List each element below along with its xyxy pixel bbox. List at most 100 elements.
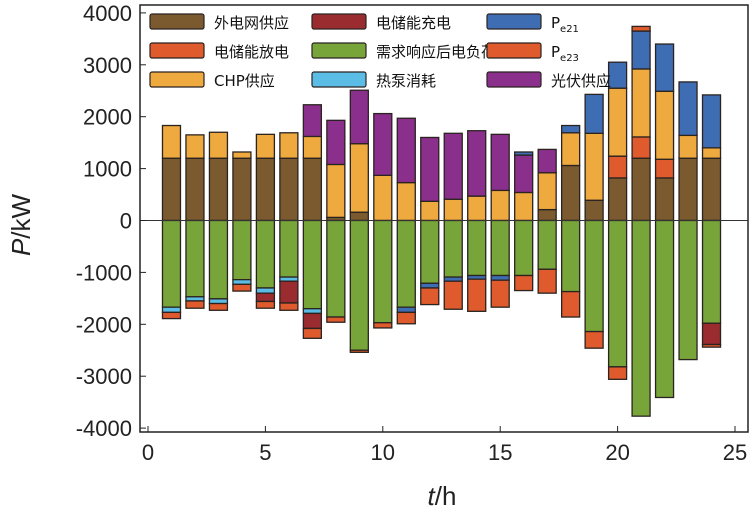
bar-segment-Pe21-h18 bbox=[560, 124, 581, 134]
bar-segment-CHP供应-h19 bbox=[584, 132, 604, 201]
bar-segment-需求响应后电负荷-h9 bbox=[349, 219, 369, 351]
bar-segment-需求响应后电负荷-h10 bbox=[373, 219, 393, 324]
legend-item: 外电网供应 bbox=[149, 13, 289, 32]
bar-segment-Pe23-h3 bbox=[208, 302, 229, 311]
bar-segment-热泵消耗-h1 bbox=[161, 306, 182, 314]
bar-segment-Pe23-h24 bbox=[701, 343, 722, 348]
y-tick-label: -4000 bbox=[76, 416, 132, 441]
bar-segment-Pe23-h15 bbox=[490, 279, 510, 308]
bar-segment-需求响应后电负荷-h16 bbox=[514, 219, 534, 277]
legend-swatch bbox=[486, 13, 542, 30]
bar-segment-CHP供应-h7 bbox=[302, 135, 323, 159]
bar-segment-Pe23-h10 bbox=[373, 322, 393, 329]
x-tick-label: 15 bbox=[488, 440, 512, 465]
y-tick-label: 3000 bbox=[83, 53, 132, 78]
bar-segment-外电网供应-h3 bbox=[208, 157, 229, 222]
y-tick-label: -1000 bbox=[76, 260, 132, 285]
bar-segment-电储能放电-h20 bbox=[607, 155, 628, 179]
bar-segment-Pe23-h6 bbox=[279, 302, 299, 311]
bar-segment-需求响应后电负荷-h5 bbox=[255, 219, 276, 289]
bar-segment-CHP供应-h1 bbox=[161, 124, 182, 159]
legend-swatch bbox=[486, 71, 542, 88]
legend-swatch bbox=[486, 42, 542, 59]
y-tick-label: 2000 bbox=[83, 105, 132, 130]
bar-segment-需求响应后电负荷-h7 bbox=[302, 219, 323, 310]
bar-segment-Pe23-h17 bbox=[537, 268, 557, 294]
legend-item: Pe23 bbox=[486, 42, 579, 64]
legend-item: Pe21 bbox=[486, 13, 579, 35]
bar-segment-光伏供应-h8 bbox=[326, 119, 346, 166]
bar-segment-CHP供应-h14 bbox=[467, 195, 487, 222]
bar-segment-CHP供应-h11 bbox=[396, 181, 416, 222]
legend-item: CHP供应 bbox=[149, 71, 275, 90]
legend-swatch bbox=[311, 71, 367, 88]
bar-segment-外电网供应-h21 bbox=[631, 157, 651, 222]
bar-segment-需求响应后电负荷-h17 bbox=[537, 219, 557, 270]
legend-item: 电储能放电 bbox=[149, 42, 289, 61]
bar-segment-CHP供应-h12 bbox=[420, 200, 440, 222]
bar-segment-热泵消耗-h7 bbox=[302, 308, 323, 315]
bar-segment-Pe23-h9 bbox=[349, 349, 369, 353]
y-tick-label: -2000 bbox=[76, 312, 132, 337]
legend-item: 热泵消耗 bbox=[311, 71, 436, 90]
bar-segment-CHP供应-h21 bbox=[631, 68, 651, 138]
bar-segment-需求响应后电负荷-h6 bbox=[279, 219, 299, 278]
bar-segment-Pe23-h14 bbox=[467, 278, 487, 312]
bar-segment-光伏供应-h13 bbox=[443, 132, 463, 200]
bar-segment-需求响应后电负荷-h19 bbox=[584, 219, 604, 333]
legend-swatch bbox=[149, 42, 205, 59]
bar-segment-电储能充电-h6 bbox=[279, 280, 299, 304]
bar-segment-外电网供应-h19 bbox=[584, 199, 604, 222]
bar-segment-电储能充电-h7 bbox=[302, 312, 323, 330]
x-axis-label: t/h bbox=[428, 481, 457, 511]
bar-segment-Pe21-h15 bbox=[490, 274, 510, 281]
y-tick-label: 1000 bbox=[83, 157, 132, 182]
bar-segment-电储能充电-h5 bbox=[255, 292, 276, 303]
plot-frame bbox=[139, 4, 749, 433]
x-tick-label: 0 bbox=[142, 440, 154, 465]
x-tick-label: 20 bbox=[605, 440, 629, 465]
bar-segment-光伏供应-h11 bbox=[396, 117, 416, 184]
y-tick-label: -3000 bbox=[76, 364, 132, 389]
legend-label: Pe23 bbox=[551, 43, 579, 64]
bar-segment-外电网供应-h17 bbox=[537, 208, 557, 222]
bar-segment-电储能充电-h24 bbox=[701, 322, 722, 346]
bar-segment-光伏供应-h10 bbox=[373, 112, 393, 176]
bar-segment-外电网供应-h5 bbox=[255, 157, 276, 222]
bar-segment-Pe21-h24 bbox=[701, 94, 722, 149]
bar-segment-Pe23-h12 bbox=[420, 287, 440, 306]
bar-segment-CHP供应-h4 bbox=[232, 151, 252, 159]
legend-label: CHP供应 bbox=[214, 72, 275, 90]
bar-segment-需求响应后电负荷-h4 bbox=[232, 219, 252, 281]
bar-segment-电储能放电-h22 bbox=[654, 158, 675, 179]
bar-segment-Pe23-h1 bbox=[161, 311, 182, 320]
bar-segment-Pe23-h11 bbox=[396, 311, 416, 325]
bar-segment-Pe23-h8 bbox=[326, 316, 346, 323]
bar-segment-热泵消耗-h3 bbox=[208, 298, 229, 305]
bar-segment-Pe23-h18 bbox=[560, 290, 581, 318]
legend-label: 电储能放电 bbox=[214, 43, 289, 61]
bar-segment-需求响应后电负荷-h24 bbox=[701, 219, 722, 324]
bar-segment-光伏供应-h9 bbox=[349, 89, 369, 145]
legend-label: 热泵消耗 bbox=[376, 72, 436, 90]
bar-segment-Pe23-h5 bbox=[255, 300, 276, 309]
legend-item: 需求响应后电负荷 bbox=[311, 42, 496, 61]
bar-segment-需求响应后电负荷-h15 bbox=[490, 219, 510, 277]
legend-label: 电储能充电 bbox=[376, 14, 451, 32]
bar-segment-需求响应后电负荷-h3 bbox=[208, 219, 229, 300]
bar-segment-Pe21-h16 bbox=[514, 151, 534, 156]
legend-swatch bbox=[311, 42, 367, 59]
legend-swatch bbox=[311, 13, 367, 30]
y-tick-label: 4000 bbox=[83, 1, 132, 26]
bar-segment-外电网供应-h23 bbox=[678, 157, 698, 222]
bar-segment-Pe21-h20 bbox=[607, 61, 628, 89]
bar-segment-光伏供应-h15 bbox=[490, 133, 510, 192]
bar-segment-Pe21-h21 bbox=[631, 30, 651, 70]
bar-segment-CHP供应-h8 bbox=[326, 163, 346, 219]
bar-segment-需求响应后电负荷-h23 bbox=[678, 219, 698, 361]
bar-segment-Pe23-h7 bbox=[302, 327, 323, 339]
bar-segment-外电网供应-h18 bbox=[560, 164, 581, 222]
bar-segment-CHP供应-h15 bbox=[490, 189, 510, 222]
bar-segment-外电网供应-h20 bbox=[607, 177, 628, 222]
